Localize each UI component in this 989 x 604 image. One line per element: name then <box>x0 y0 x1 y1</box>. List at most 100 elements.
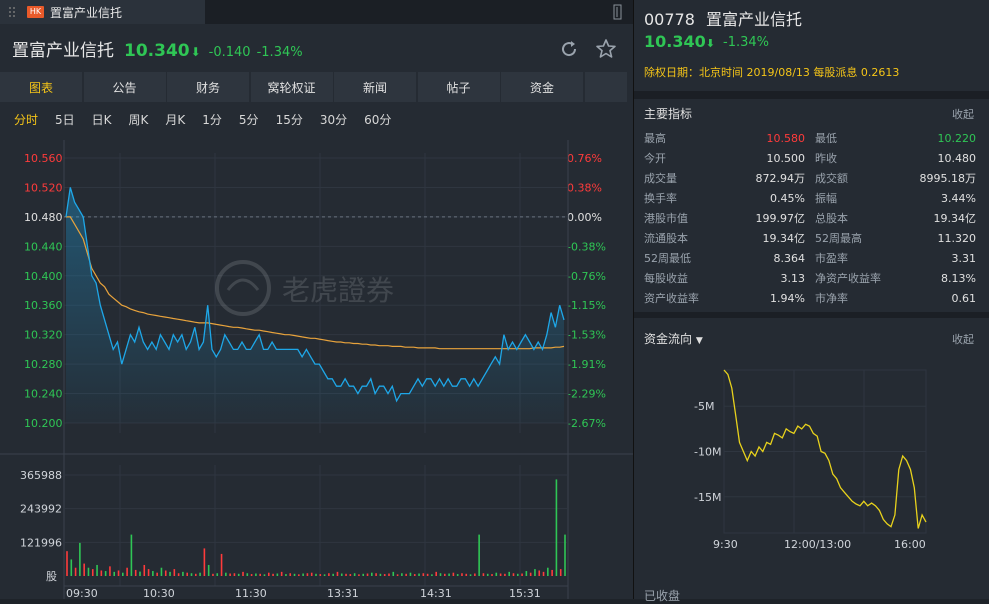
fund-flow-collapse-button[interactable]: 收起 <box>952 333 974 346</box>
pct-tick-label: -1.15% <box>567 299 606 312</box>
tab-6[interactable]: 帖子 <box>417 72 500 102</box>
indicator-label: 总股本 <box>815 212 848 225</box>
period-3[interactable]: 日K <box>91 113 112 127</box>
price-change-pct: -1.34% <box>256 45 303 60</box>
period-6[interactable]: 1分 <box>202 113 222 127</box>
tab-7[interactable]: 资金 <box>501 72 583 102</box>
indicators-collapse-button[interactable]: 收起 <box>952 108 974 121</box>
indicator-label: 市净率 <box>815 292 848 305</box>
indicator-label: 52周最高 <box>815 232 862 245</box>
time-tick-label: 13:31 <box>327 587 359 599</box>
favorite-star-icon[interactable] <box>595 38 617 60</box>
indicator-value: 19.34亿 <box>762 232 806 245</box>
vol-unit-label: 股 <box>46 570 57 583</box>
detail-change-pct: -1.34% <box>723 35 769 50</box>
watermark-logo-stroke <box>226 278 260 291</box>
section-tabs: 图表 公告 财务 窝轮权证 新闻 帖子 资金 <box>0 72 633 102</box>
panel-menu-icon[interactable] <box>612 4 624 20</box>
period-4[interactable]: 周K <box>128 113 149 127</box>
stock-code: 00778 <box>644 10 695 29</box>
vol-tick-label: 365988 <box>20 469 62 482</box>
refresh-icon[interactable] <box>558 38 580 60</box>
section-separator <box>634 312 989 318</box>
pct-tick-label: -1.91% <box>567 358 606 371</box>
indicator-value: 10.220 <box>937 132 977 145</box>
price-tick-label: 10.400 <box>24 270 63 283</box>
indicator-label: 成交量 <box>644 172 677 185</box>
indicator-value: 8.364 <box>773 252 806 265</box>
watermark: 老虎證券 <box>215 260 394 316</box>
tab-3[interactable]: 财务 <box>167 72 249 102</box>
tab-8[interactable] <box>584 72 627 102</box>
indicator-item: 市盈率 3.31 <box>815 249 976 269</box>
tab-2[interactable]: 公告 <box>83 72 166 102</box>
panel-divider[interactable] <box>633 0 634 599</box>
last-price: 10.340 <box>124 41 190 61</box>
time-tick-label: 09:30 <box>66 587 98 599</box>
price-tick-label: 10.240 <box>24 388 63 401</box>
flow-tick-label: -10M <box>694 446 721 459</box>
stock-header: 置富产业信托 10.340 ⬇ -0.140 -1.34% <box>12 36 303 62</box>
price-tick-label: 10.320 <box>24 329 63 342</box>
indicator-item: 最高 10.580 <box>644 129 805 149</box>
price-tick-label: 10.360 <box>24 299 63 312</box>
period-2[interactable]: 5日 <box>55 113 75 127</box>
indicator-label: 今开 <box>644 152 666 165</box>
pct-tick-label: -0.76% <box>567 270 606 283</box>
indicator-item: 港股市值 199.97亿 <box>644 209 805 229</box>
price-change: -0.140 <box>208 45 251 60</box>
indicator-item: 最低 10.220 <box>815 129 976 149</box>
pct-tick-label: -2.29% <box>567 388 606 401</box>
time-tick-label: 11:30 <box>235 587 267 599</box>
indicator-value: 3.13 <box>780 272 806 285</box>
indicator-value: 3.44% <box>941 192 976 205</box>
period-9[interactable]: 30分 <box>319 113 348 127</box>
drag-handle-icon[interactable] <box>8 6 16 18</box>
pct-tick-label: -0.38% <box>567 240 606 253</box>
indicator-value: 19.34亿 <box>933 212 977 225</box>
pct-tick-label: 0.38% <box>567 181 602 194</box>
intraday-chart[interactable]: 10.560 0.76% 10.520 0.38% 10.480 0.00% 10.440 -… <box>0 140 633 600</box>
indicator-item: 每股收益 3.13 <box>644 269 805 289</box>
watermark-logo-icon <box>215 260 271 316</box>
price-tick-label: 10.480 <box>24 211 63 224</box>
time-tick-label: 14:31 <box>420 587 452 599</box>
tab-1[interactable]: 图表 <box>0 72 82 102</box>
indicator-label: 换手率 <box>644 192 677 205</box>
detail-stock-name: 置富产业信托 <box>706 10 803 29</box>
hk-market-badge: HK <box>27 6 44 18</box>
period-10[interactable]: 60分 <box>364 113 392 127</box>
fund-flow-title[interactable]: 资金流向 ▼ <box>644 330 703 347</box>
quote-panel: HK 置富产业信托 置富产业信托 10.340 ⬇ -0.140 -1.34% … <box>0 0 633 600</box>
indicator-item: 成交额 8995.18万 <box>815 169 976 189</box>
pct-tick-label: -1.53% <box>567 329 606 342</box>
period-selector: 分时 5日 日K 周K 月K 1分 5分 15分 30分 60分 <box>14 111 408 131</box>
indicator-value: 11.320 <box>937 232 977 245</box>
time-tick-label: 15:31 <box>509 587 541 599</box>
tab-4[interactable]: 窝轮权证 <box>250 72 333 102</box>
flow-tick-label: -15M <box>694 491 721 504</box>
indicator-label: 每股收益 <box>644 272 688 285</box>
indicator-value: 10.580 <box>766 132 806 145</box>
price-tick-label: 10.520 <box>24 181 63 194</box>
tab-5[interactable]: 新闻 <box>334 72 416 102</box>
flow-tick-label: -5M <box>694 400 714 413</box>
period-7[interactable]: 5分 <box>238 113 259 127</box>
stock-name: 置富产业信托 <box>12 41 114 61</box>
down-arrow-icon: ⬇ <box>190 45 201 59</box>
section-separator <box>634 91 989 99</box>
indicator-label: 成交额 <box>815 172 848 185</box>
stock-tab[interactable]: HK 置富产业信托 <box>0 0 205 24</box>
price-tick-label: 10.280 <box>24 358 63 371</box>
indicator-value: 8995.18万 <box>919 172 977 185</box>
indicator-item: 总股本 19.34亿 <box>815 209 976 229</box>
indicator-item: 52周最高 11.320 <box>815 229 976 249</box>
period-1[interactable]: 分时 <box>14 113 39 127</box>
dropdown-caret-icon: ▼ <box>695 336 703 346</box>
indicator-value: 3.31 <box>951 252 977 265</box>
period-5[interactable]: 月K <box>165 113 186 127</box>
period-8[interactable]: 15分 <box>275 113 303 127</box>
price-tick-label: 10.560 <box>24 152 63 165</box>
flow-time-label: 16:00 <box>894 538 926 551</box>
price-line <box>65 187 565 403</box>
